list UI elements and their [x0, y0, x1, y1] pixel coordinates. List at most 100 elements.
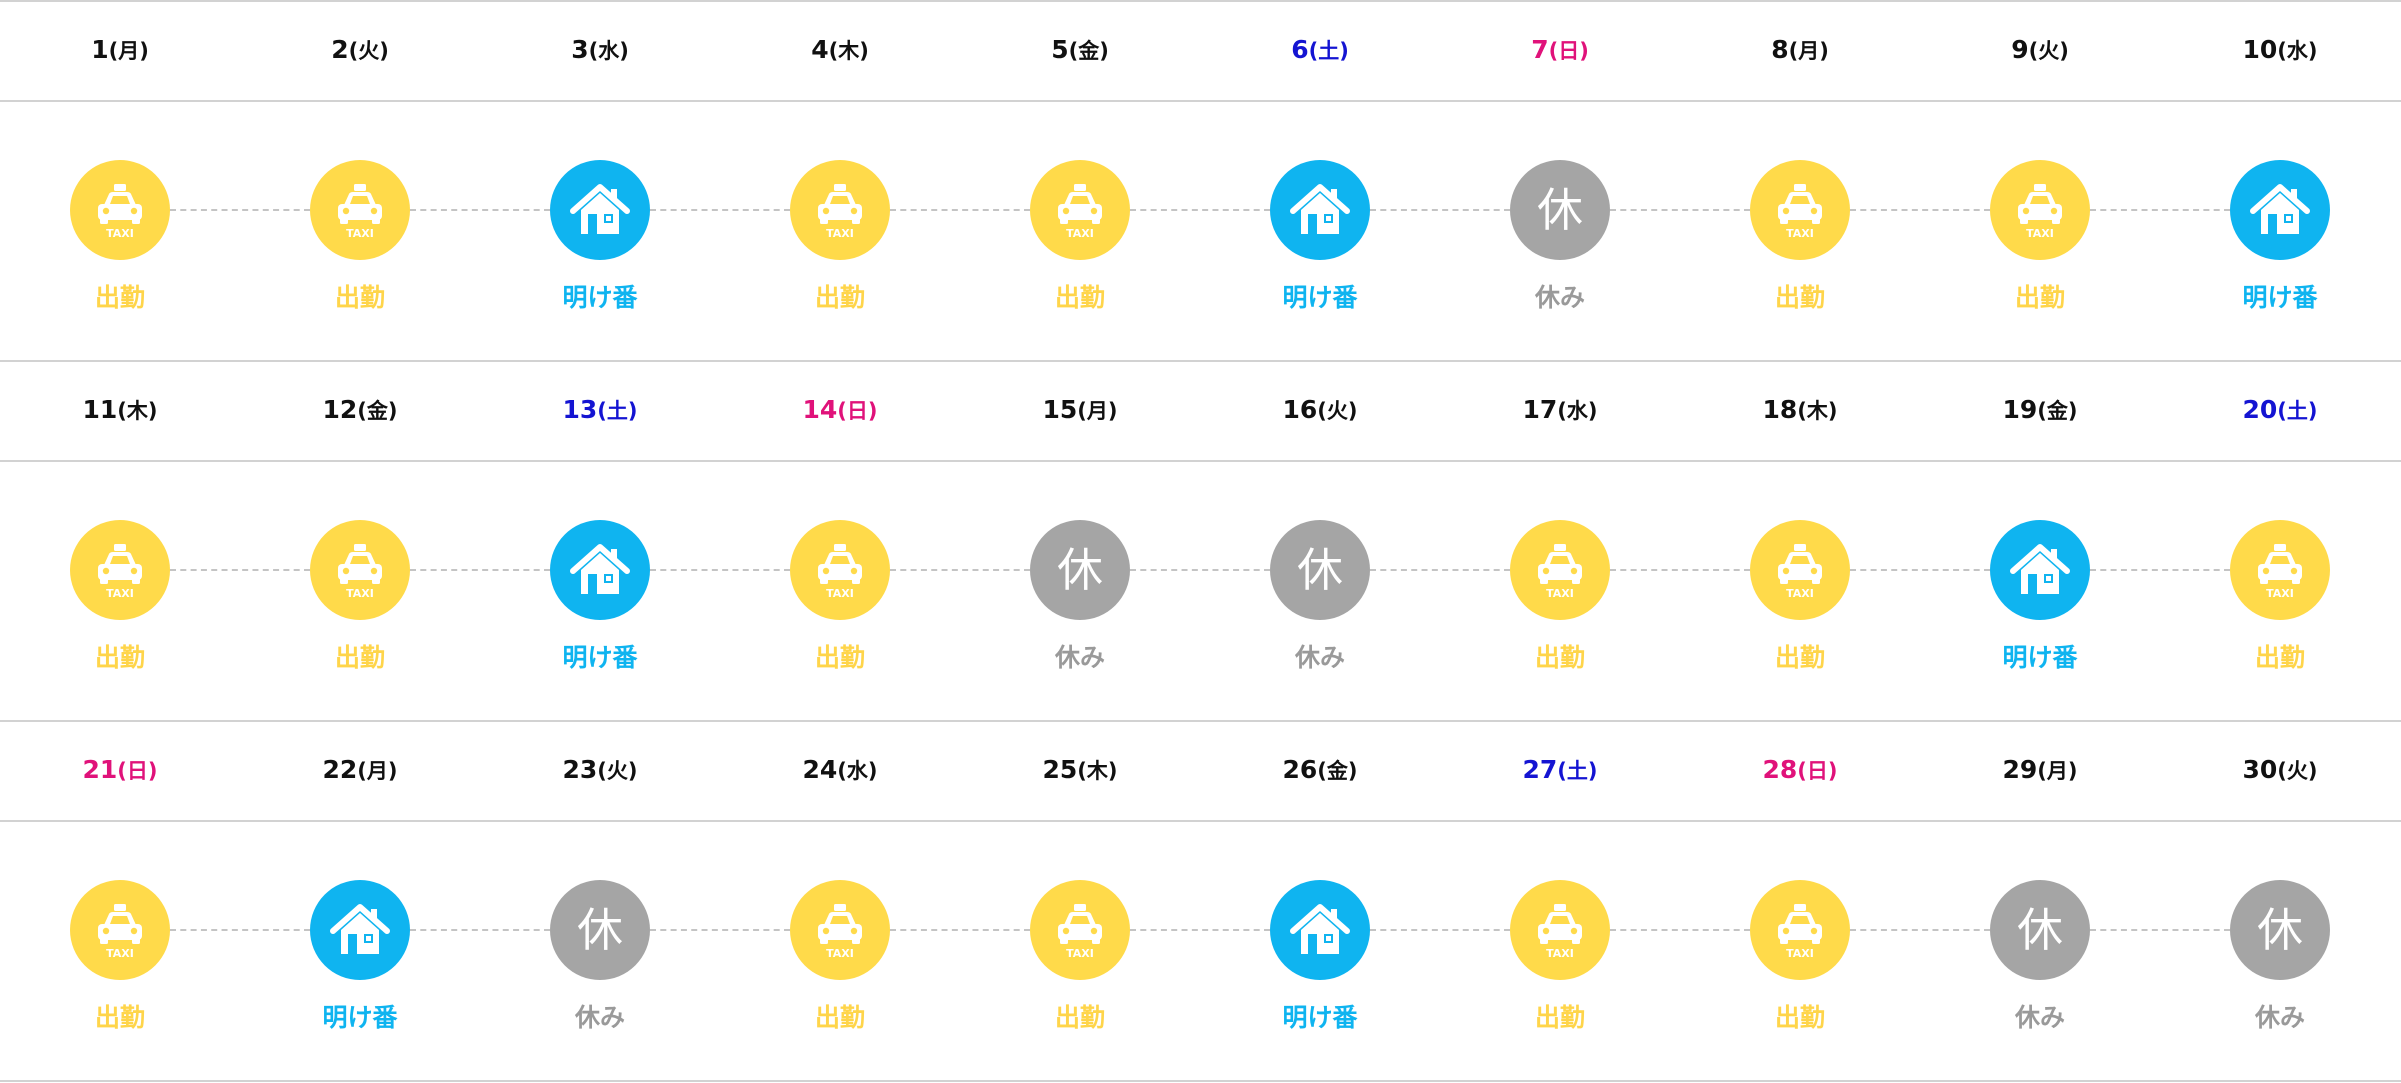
- day-header: 20(土): [2160, 395, 2400, 425]
- day-number: 19: [2002, 395, 2038, 424]
- weekday-label: (日): [837, 399, 878, 423]
- connector-line: [650, 569, 790, 571]
- weekday-label: (金): [2037, 399, 2078, 423]
- status-label: 明け番: [562, 643, 638, 672]
- day-header: 8(月): [1680, 35, 1920, 65]
- status-label: 休み: [2014, 1003, 2065, 1032]
- svg-text:TAXI: TAXI: [1066, 227, 1094, 240]
- row-divider: [0, 1080, 2401, 1082]
- weekday-label: (木): [1077, 759, 1118, 783]
- house-icon: [550, 520, 650, 620]
- svg-text:TAXI: TAXI: [346, 587, 374, 600]
- day-number: 1: [91, 35, 109, 64]
- day-number: 18: [1762, 395, 1798, 424]
- kyu-icon: 休: [1510, 160, 1610, 260]
- weekday-label: (金): [1317, 759, 1358, 783]
- day-header: 4(木): [720, 35, 960, 65]
- status-label: 出勤: [334, 283, 385, 312]
- svg-text:TAXI: TAXI: [106, 227, 134, 240]
- svg-text:TAXI: TAXI: [106, 947, 134, 960]
- status-label: 出勤: [1774, 643, 1825, 672]
- status-label: 明け番: [562, 283, 638, 312]
- svg-text:TAXI: TAXI: [1546, 587, 1574, 600]
- day-header: 28(日): [1680, 755, 1920, 785]
- svg-text:TAXI: TAXI: [1066, 947, 1094, 960]
- status-label: 休み: [1294, 643, 1345, 672]
- connector-line: [2090, 569, 2230, 571]
- day-header: 7(日): [1440, 35, 1680, 65]
- day-header: 25(木): [960, 755, 1200, 785]
- connector-line: [2090, 929, 2230, 931]
- svg-text:TAXI: TAXI: [826, 947, 854, 960]
- kyu-icon: 休: [1990, 880, 2090, 980]
- status-label: 出勤: [94, 283, 145, 312]
- status-label: 出勤: [1054, 283, 1105, 312]
- day-header: 10(水): [2160, 35, 2400, 65]
- taxi-icon: TAXI: [1750, 520, 1850, 620]
- connector-line: [170, 569, 310, 571]
- kyu-icon: 休: [2230, 880, 2330, 980]
- day-number: 15: [1042, 395, 1078, 424]
- svg-text:TAXI: TAXI: [1786, 227, 1814, 240]
- weekday-label: (日): [1797, 759, 1838, 783]
- connector-line: [1370, 929, 1510, 931]
- connector-line: [1610, 209, 1750, 211]
- day-number: 16: [1282, 395, 1318, 424]
- connector-line: [1130, 929, 1270, 931]
- weekday-label: (日): [1548, 39, 1589, 63]
- day-number: 23: [562, 755, 598, 784]
- day-number: 11: [82, 395, 118, 424]
- status-label: 休み: [574, 1003, 625, 1032]
- weekday-label: (水): [588, 39, 629, 63]
- day-number: 20: [2242, 395, 2278, 424]
- status-label: 出勤: [1054, 1003, 1105, 1032]
- taxi-icon: TAXI: [790, 880, 890, 980]
- connector-line: [170, 209, 310, 211]
- day-header: 21(日): [0, 755, 240, 785]
- weekday-label: (水): [2277, 39, 2318, 63]
- weekday-label: (木): [1797, 399, 1838, 423]
- day-header: 3(水): [480, 35, 720, 65]
- day-number: 5: [1051, 35, 1069, 64]
- weekday-label: (水): [837, 759, 878, 783]
- day-header: 14(日): [720, 395, 960, 425]
- day-header: 23(火): [480, 755, 720, 785]
- status-label: 明け番: [322, 1003, 398, 1032]
- weekday-label: (火): [597, 759, 638, 783]
- status-label: 明け番: [1282, 283, 1358, 312]
- connector-line: [410, 929, 550, 931]
- day-number: 30: [2242, 755, 2278, 784]
- taxi-icon: TAXI: [70, 520, 170, 620]
- day-header: 19(金): [1920, 395, 2160, 425]
- status-label: 明け番: [1282, 1003, 1358, 1032]
- taxi-icon: TAXI: [790, 520, 890, 620]
- weekday-label: (月): [108, 39, 149, 63]
- svg-text:TAXI: TAXI: [826, 587, 854, 600]
- connector-line: [2090, 209, 2230, 211]
- taxi-icon: TAXI: [1030, 880, 1130, 980]
- weekday-label: (火): [348, 39, 389, 63]
- row-divider: [0, 460, 2401, 462]
- connector-line: [1130, 569, 1270, 571]
- day-header: 9(火): [1920, 35, 2160, 65]
- connector-line: [650, 929, 790, 931]
- day-number: 2: [331, 35, 349, 64]
- weekday-label: (日): [117, 759, 158, 783]
- taxi-icon: TAXI: [1510, 880, 1610, 980]
- day-header: 29(月): [1920, 755, 2160, 785]
- weekday-label: (月): [2037, 759, 2078, 783]
- weekday-label: (土): [2277, 399, 2318, 423]
- house-icon: [1990, 520, 2090, 620]
- weekday-label: (火): [2277, 759, 2318, 783]
- day-header: 11(木): [0, 395, 240, 425]
- kyu-text: 休: [2017, 903, 2063, 957]
- status-label: 休み: [2254, 1003, 2305, 1032]
- day-number: 4: [811, 35, 829, 64]
- house-icon: [1270, 880, 1370, 980]
- day-header: 2(火): [240, 35, 480, 65]
- kyu-text: 休: [1297, 543, 1343, 597]
- day-header: 13(土): [480, 395, 720, 425]
- kyu-text: 休: [1537, 183, 1583, 237]
- row-divider: [0, 360, 2401, 362]
- connector-line: [410, 209, 550, 211]
